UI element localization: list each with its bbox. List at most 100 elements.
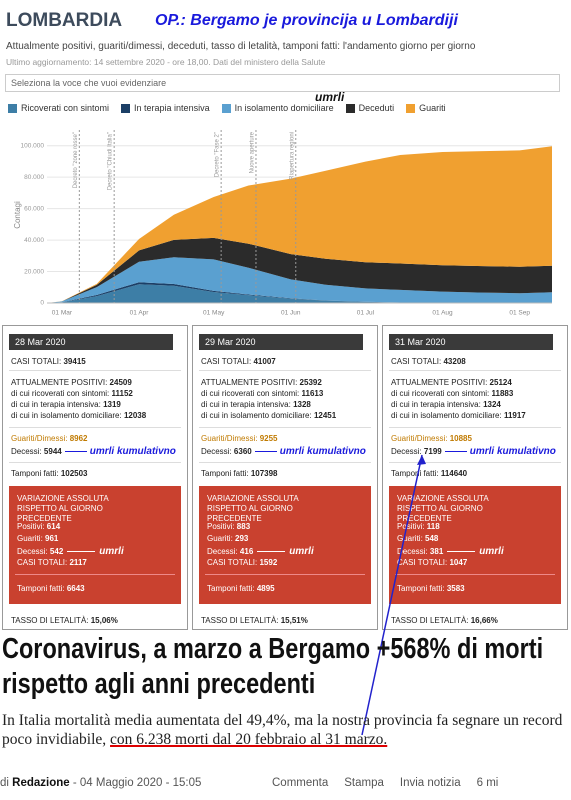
panel-row: di cui ricoverati con sintomi: 11152: [11, 389, 133, 398]
row-label: CASI TOTALI:: [17, 558, 68, 567]
legend-label: Guariti: [419, 103, 446, 113]
row-label: Decessi:: [11, 447, 42, 456]
row-value: 25392: [299, 378, 322, 387]
area: [47, 237, 552, 303]
panel-row: di cui ricoverati con sintomi: 11613: [201, 389, 323, 398]
row-value: 9255: [259, 434, 278, 443]
panel-row: Positivi: 883: [207, 522, 250, 531]
row-value: 5944: [43, 447, 62, 456]
row-label: Tamponi fatti:: [391, 469, 439, 478]
x-tick-label: 01 Apr: [130, 310, 150, 317]
panel-row: Guariti/Dimessi: 10885: [391, 434, 472, 443]
annotation: umrli: [479, 546, 504, 557]
separator: [199, 427, 371, 428]
action-link[interactable]: Commenta: [272, 777, 329, 789]
row-value: 24509: [109, 378, 132, 387]
row-label: di cui in terapia intensiva:: [11, 400, 101, 409]
panel-row: Tamponi fatti: 3583: [397, 584, 465, 593]
panel-row: Tamponi fatti: 4895: [207, 584, 275, 593]
panel-row: di cui in isolamento domiciliare: 11917: [391, 411, 526, 420]
annotation: umrli: [289, 546, 314, 557]
row-label: Guariti:: [397, 534, 423, 543]
variation-title: VARIAZIONE ASSOLUTA RISPETTO AL GIORNO P…: [397, 494, 489, 523]
row-label: di cui ricoverati con sintomi:: [201, 389, 300, 398]
row-label: Guariti/Dimessi:: [201, 434, 258, 443]
panel-row: Positivi: 118: [397, 522, 440, 531]
annotation-arrow: [257, 551, 286, 553]
annotation: umrli kumulativno: [469, 446, 556, 457]
action-link[interactable]: 6 mi: [476, 777, 499, 789]
row-value: 15,06%: [90, 616, 118, 625]
action-link[interactable]: Stampa: [344, 777, 384, 789]
selector[interactable]: Seleziona la voce che vuoi evidenziare: [5, 74, 560, 92]
panel-row: ATTUALMENTE POSITIVI: 24509: [11, 378, 132, 387]
annotation-arrow: [64, 451, 87, 453]
area: [47, 257, 552, 303]
row-value: 39415: [63, 357, 86, 366]
legend-item[interactable]: Ricoverati con sintomi: [8, 103, 109, 113]
row-value: 293: [235, 534, 249, 543]
row-value: 11152: [111, 389, 133, 398]
annotation-arrow: [67, 551, 96, 553]
row-label: CASI TOTALI:: [11, 357, 62, 366]
panel-row: CASI TOTALI: 41007: [201, 357, 276, 366]
event-label: Decreto "Chiudi Italia": [108, 132, 114, 190]
lead-highlight: con 6.238 morti dal 20 febbraio al 31 ma…: [110, 731, 388, 748]
y-tick-label: 100.000: [21, 142, 45, 149]
area: [47, 284, 552, 303]
date: - 04 Maggio 2020 - 15:05: [72, 777, 202, 789]
separator: [389, 370, 561, 371]
legend: Ricoverati con sintomi In terapia intensi…: [8, 103, 446, 113]
panel-row: Guariti: 961: [17, 534, 58, 543]
lead-text: In Italia mortalità media aumentata del …: [2, 712, 563, 748]
row-value: 16,66%: [470, 616, 498, 625]
row-label: Guariti:: [17, 534, 43, 543]
annotation-arrow: [444, 451, 467, 453]
row-value: 41007: [253, 357, 276, 366]
panel-date: 29 Mar 2020: [199, 334, 363, 350]
row-value: 416: [239, 547, 254, 556]
row-label: CASI TOTALI:: [207, 558, 258, 567]
row-value: 6643: [66, 584, 85, 593]
row-label: TASSO DI LETALITÀ:: [391, 616, 469, 625]
action-link[interactable]: Invia notizia: [399, 777, 461, 789]
legend-label: Deceduti: [358, 103, 395, 113]
author[interactable]: Redazione: [12, 777, 70, 789]
legend-item[interactable]: Deceduti: [345, 103, 395, 113]
panel-row: Guariti/Dimessi: 8962: [11, 434, 87, 443]
row-label: Guariti:: [207, 534, 233, 543]
row-value: 12038: [123, 411, 147, 420]
x-tick-label: 01 Mar: [52, 310, 73, 317]
panel-row: Decessi: 7199 umrli kumulativno: [391, 446, 556, 457]
y-tick-label: 20.000: [24, 268, 44, 275]
separator: [15, 574, 175, 575]
area: [47, 282, 552, 303]
row-label: Positivi:: [17, 522, 45, 531]
panel-row: CASI TOTALI: 1047: [397, 558, 467, 567]
row-value: 11613: [301, 389, 324, 398]
row-value: 102503: [60, 469, 88, 478]
panel-row: di cui in isolamento domiciliare: 12451: [201, 411, 336, 420]
panel-row: Guariti: 293: [207, 534, 248, 543]
legend-item[interactable]: In isolamento domiciliare: [221, 103, 334, 113]
legend-swatch: [121, 103, 131, 113]
event-label: Nuove aperture: [250, 131, 256, 173]
x-tick-label: 01 Jun: [281, 310, 301, 317]
y-tick-label: 60.000: [24, 205, 44, 212]
y-axis-label: Contagi: [13, 201, 22, 229]
legend-item[interactable]: In terapia intensiva: [121, 103, 210, 113]
separator: [9, 427, 181, 428]
row-value: 4895: [256, 584, 275, 593]
row-label: di cui in isolamento domiciliare:: [201, 411, 312, 420]
legend-item[interactable]: Guariti: [406, 103, 446, 113]
row-label: CASI TOTALI:: [201, 357, 252, 366]
row-label: Decessi:: [391, 447, 422, 456]
row-value: 10885: [449, 434, 472, 443]
panel-row: Guariti: 548: [397, 534, 438, 543]
x-tick-label: 01 Sep: [509, 310, 530, 317]
row-label: CASI TOTALI:: [391, 357, 442, 366]
row-value: 1324: [483, 400, 501, 409]
row-value: 11917: [503, 411, 526, 420]
row-value: 542: [49, 547, 64, 556]
